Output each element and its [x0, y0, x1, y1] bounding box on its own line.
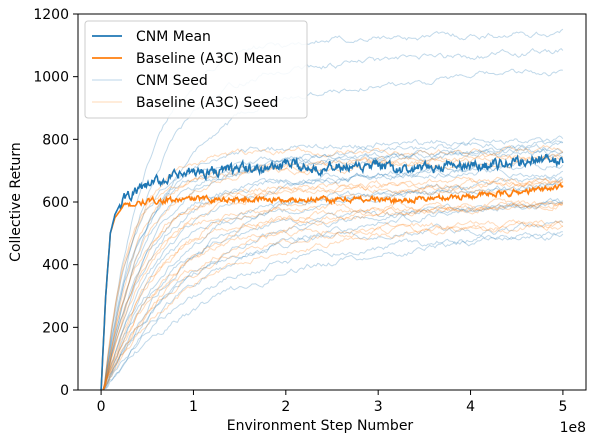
baseline-seed-line-5 — [101, 177, 564, 391]
x-tick-label: 5 — [558, 399, 567, 415]
cnm-seed-line-17 — [101, 233, 564, 391]
cnm-seed-line-4 — [101, 147, 564, 391]
y-tick-label: 400 — [42, 258, 69, 274]
cnm-seed-line-11 — [101, 176, 564, 391]
cnm-seed-line-14 — [101, 198, 564, 391]
baseline-seed-line-6 — [101, 180, 564, 391]
baseline-seed-line-0 — [101, 144, 564, 391]
legend-label: CNM Seed — [136, 73, 208, 89]
y-tick-label: 0 — [60, 383, 69, 399]
y-tick-label: 800 — [42, 132, 69, 148]
cnm-seed-line-18 — [101, 135, 564, 391]
legend: CNM Mean Baseline (A3C) Mean CNM Seed Basel… — [84, 20, 308, 119]
baseline-seed-line-8 — [101, 200, 564, 391]
cnm-mean-line — [100, 153, 564, 391]
cnm-seed-line-6 — [101, 167, 564, 391]
x-tick-label: 2 — [281, 399, 290, 415]
x-offset-text: 1e8 — [560, 420, 586, 436]
baseline-seed-line-12 — [101, 219, 564, 391]
cnm-seed-line-19 — [101, 140, 563, 391]
baseline-seed-line-14 — [101, 219, 564, 391]
legend-box — [84, 20, 308, 119]
mean-lines — [100, 153, 564, 391]
baseline-seed-line-10 — [101, 201, 564, 391]
seed-lines — [101, 28, 564, 391]
cnm-seed-line-9 — [101, 183, 563, 391]
legend-label: Baseline (A3C) Mean — [136, 51, 282, 67]
x-tick-label: 3 — [374, 399, 383, 415]
x-tick-label: 1 — [189, 399, 198, 415]
cnm-seed-line-3 — [101, 148, 564, 391]
legend-label: CNM Mean — [136, 29, 211, 45]
cnm-seed-line-13 — [101, 197, 564, 391]
y-tick-label: 1000 — [33, 70, 69, 86]
y-axis-label: Collective Return — [8, 142, 24, 262]
baseline-seed-line-11 — [101, 200, 564, 391]
cnm-seed-line-15 — [101, 219, 564, 391]
x-tick-label: 4 — [466, 399, 475, 415]
x-axis-label: Environment Step Number — [227, 418, 414, 434]
baseline-seed-line-13 — [101, 223, 564, 391]
cnm-seed-line-10 — [101, 178, 564, 391]
y-tick-label: 1200 — [33, 7, 69, 23]
cnm-seed-line-1 — [101, 47, 564, 391]
y-tick-label: 200 — [42, 320, 69, 336]
cnm-seed-line-12 — [101, 201, 564, 391]
baseline-seed-line-7 — [101, 183, 564, 391]
cnm-seed-line-5 — [101, 140, 564, 391]
cnm-seed-line-16 — [101, 231, 563, 391]
x-tick-label: 0 — [97, 399, 106, 415]
baseline-mean-line — [100, 182, 564, 391]
baseline-seed-line-9 — [101, 198, 564, 391]
baseline-seed-line-4 — [101, 176, 564, 391]
axes: 0 1 2 3 4 5 0 200 400 600 800 1000 1200 Environment S… — [8, 7, 587, 436]
y-tick-label: 600 — [42, 195, 69, 211]
baseline-seed-line-1 — [101, 151, 564, 391]
legend-label: Baseline (A3C) Seed — [136, 95, 278, 111]
